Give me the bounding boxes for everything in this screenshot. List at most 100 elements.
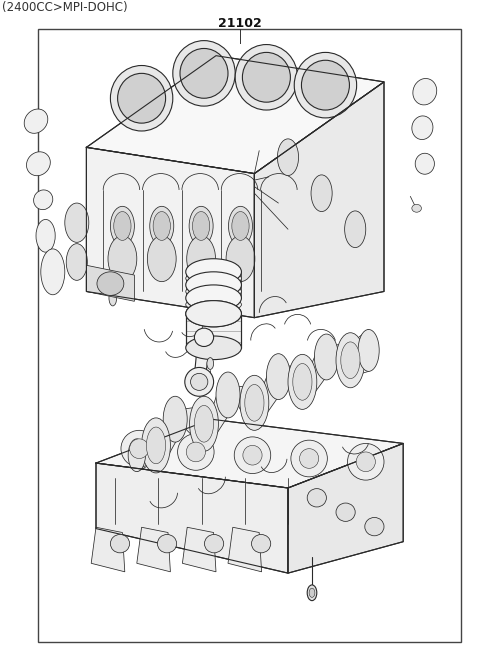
Ellipse shape — [34, 190, 53, 210]
Ellipse shape — [186, 301, 241, 327]
Ellipse shape — [413, 79, 437, 105]
Polygon shape — [254, 82, 384, 318]
Ellipse shape — [300, 449, 319, 468]
Polygon shape — [263, 369, 287, 416]
Ellipse shape — [142, 418, 170, 473]
Ellipse shape — [252, 534, 271, 553]
Ellipse shape — [194, 328, 214, 346]
Ellipse shape — [412, 204, 421, 212]
Ellipse shape — [110, 206, 134, 246]
Ellipse shape — [412, 116, 433, 140]
Polygon shape — [96, 419, 403, 488]
Ellipse shape — [150, 206, 174, 246]
Ellipse shape — [277, 139, 299, 176]
Polygon shape — [86, 56, 384, 174]
Polygon shape — [96, 463, 288, 573]
Ellipse shape — [130, 439, 149, 458]
Polygon shape — [91, 527, 125, 572]
Ellipse shape — [186, 285, 241, 311]
Polygon shape — [165, 411, 184, 458]
Ellipse shape — [204, 534, 224, 553]
Ellipse shape — [153, 212, 170, 240]
Ellipse shape — [186, 272, 241, 298]
Polygon shape — [228, 527, 262, 572]
Ellipse shape — [108, 236, 137, 282]
Ellipse shape — [356, 452, 375, 472]
Ellipse shape — [309, 588, 315, 597]
Ellipse shape — [186, 301, 241, 327]
Polygon shape — [213, 387, 237, 437]
Ellipse shape — [207, 358, 214, 369]
Ellipse shape — [24, 109, 48, 134]
Ellipse shape — [307, 585, 317, 601]
Ellipse shape — [234, 437, 271, 474]
Ellipse shape — [146, 427, 166, 464]
Ellipse shape — [186, 259, 241, 285]
Ellipse shape — [186, 442, 205, 462]
Ellipse shape — [189, 206, 213, 246]
Ellipse shape — [147, 236, 176, 282]
Ellipse shape — [180, 48, 228, 98]
Ellipse shape — [240, 375, 269, 430]
Ellipse shape — [66, 244, 87, 280]
Ellipse shape — [65, 203, 89, 242]
Ellipse shape — [314, 334, 338, 380]
Polygon shape — [219, 386, 246, 416]
Ellipse shape — [110, 534, 130, 553]
Ellipse shape — [358, 329, 379, 371]
Ellipse shape — [228, 206, 252, 246]
Ellipse shape — [307, 489, 326, 507]
Ellipse shape — [301, 60, 349, 110]
Text: 21102: 21102 — [218, 17, 262, 30]
Ellipse shape — [266, 354, 290, 400]
Ellipse shape — [226, 236, 255, 282]
Polygon shape — [182, 527, 216, 572]
Ellipse shape — [194, 405, 214, 442]
Polygon shape — [288, 443, 403, 573]
Ellipse shape — [311, 175, 332, 212]
Ellipse shape — [190, 396, 218, 451]
Polygon shape — [311, 349, 335, 395]
Ellipse shape — [341, 342, 360, 379]
Ellipse shape — [97, 272, 124, 295]
Ellipse shape — [348, 443, 384, 480]
Polygon shape — [86, 147, 254, 318]
Polygon shape — [167, 407, 195, 437]
Ellipse shape — [118, 73, 166, 123]
Ellipse shape — [186, 271, 241, 286]
Ellipse shape — [121, 430, 157, 467]
Ellipse shape — [41, 249, 65, 295]
Ellipse shape — [186, 297, 241, 312]
Ellipse shape — [110, 66, 173, 131]
Ellipse shape — [26, 152, 50, 176]
Polygon shape — [137, 527, 170, 572]
Ellipse shape — [36, 219, 55, 252]
Polygon shape — [270, 365, 294, 395]
Ellipse shape — [345, 211, 366, 248]
Ellipse shape — [185, 367, 214, 396]
Bar — [38, 29, 461, 642]
Ellipse shape — [288, 354, 317, 409]
Polygon shape — [186, 314, 241, 348]
Ellipse shape — [192, 212, 210, 240]
Ellipse shape — [157, 534, 177, 553]
Ellipse shape — [128, 439, 145, 472]
Ellipse shape — [163, 396, 187, 442]
Ellipse shape — [336, 333, 365, 388]
Ellipse shape — [243, 445, 262, 465]
Ellipse shape — [294, 52, 357, 118]
Ellipse shape — [365, 517, 384, 536]
Ellipse shape — [178, 434, 214, 470]
Ellipse shape — [245, 384, 264, 421]
Ellipse shape — [187, 236, 216, 282]
Ellipse shape — [186, 336, 241, 360]
Ellipse shape — [415, 153, 434, 174]
Ellipse shape — [235, 45, 298, 110]
Ellipse shape — [232, 212, 249, 240]
Ellipse shape — [114, 212, 131, 240]
Polygon shape — [194, 341, 210, 377]
Ellipse shape — [186, 284, 241, 299]
Ellipse shape — [293, 364, 312, 400]
Polygon shape — [86, 265, 134, 301]
Ellipse shape — [336, 503, 355, 521]
